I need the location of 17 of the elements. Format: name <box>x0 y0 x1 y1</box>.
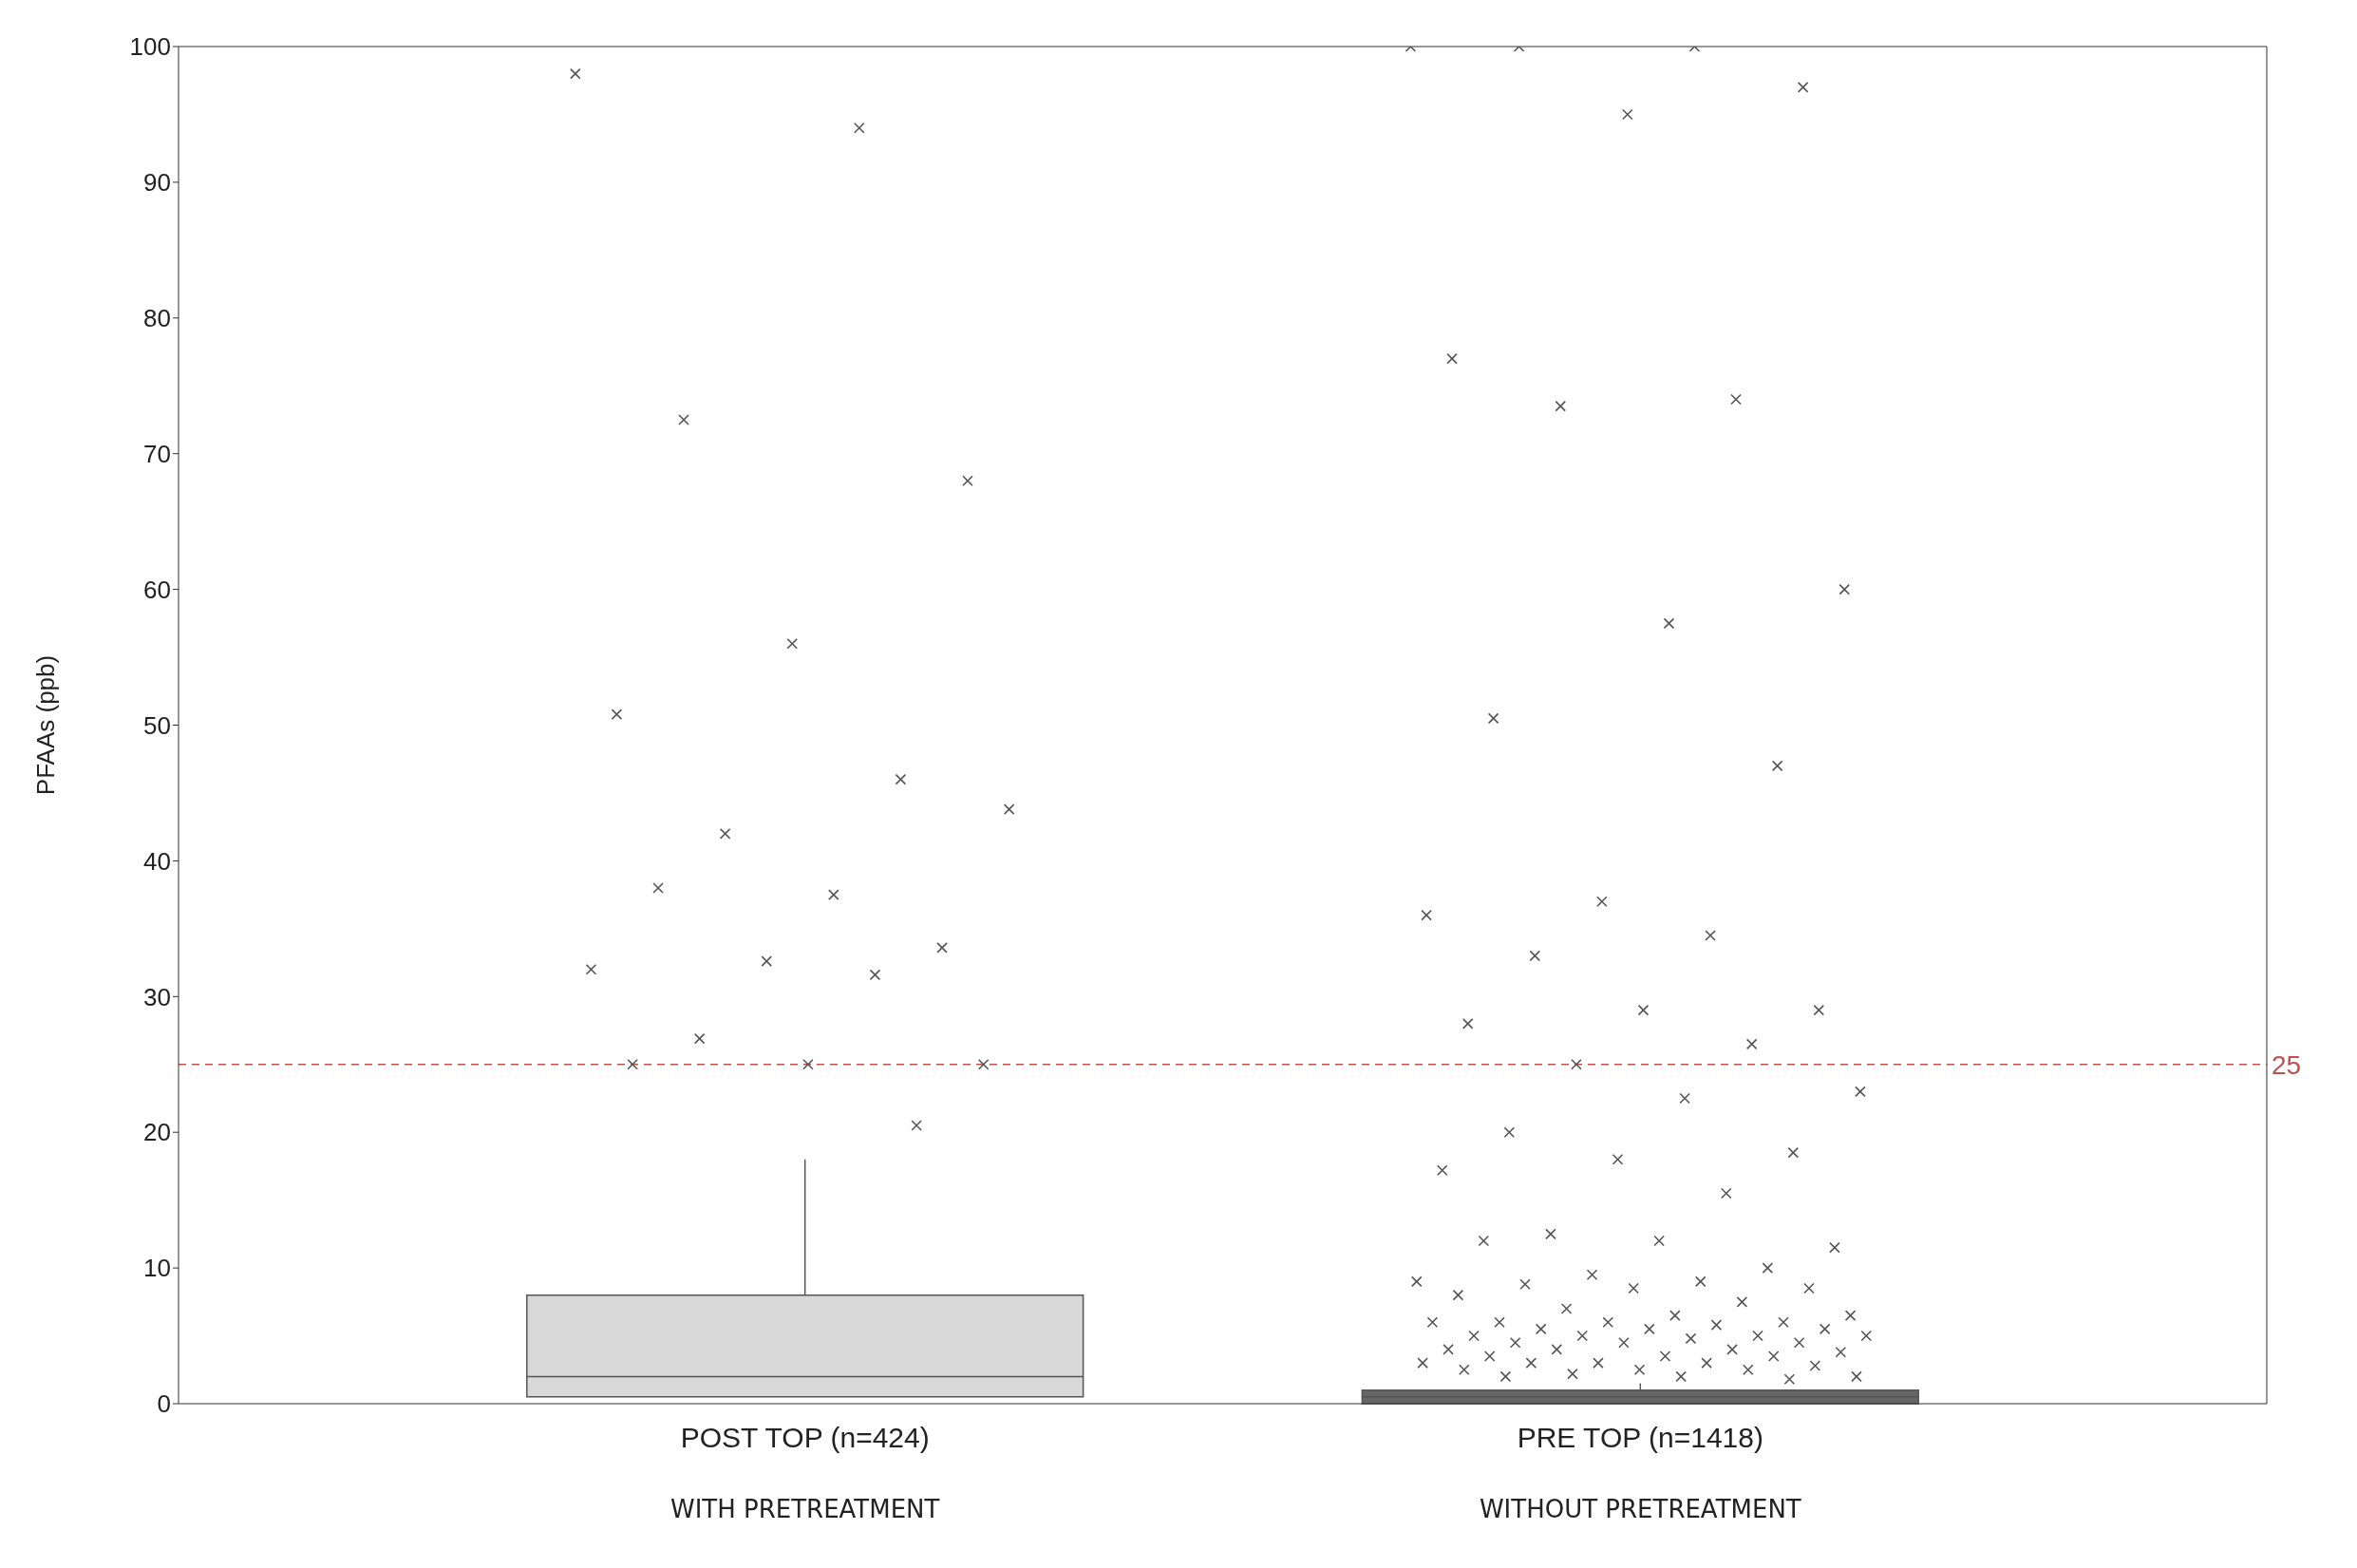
y-tick-label: 0 <box>157 1389 171 1419</box>
y-tick-label: 80 <box>143 304 171 333</box>
y-axis-title: PFAAs (ppb) <box>31 654 61 796</box>
y-tick-label: 100 <box>129 32 171 62</box>
y-tick-label: 10 <box>143 1254 171 1283</box>
x-tick-label: PRE TOP (n=1418) <box>1517 1422 1763 1453</box>
y-tick-label: 60 <box>143 575 171 604</box>
ref-line-label: 25 <box>2272 1049 2302 1080</box>
y-tick-label: 50 <box>143 710 171 740</box>
y-tick-label: 30 <box>143 982 171 1011</box>
y-tick-label: 90 <box>143 168 171 198</box>
y-tick-label: 40 <box>143 846 171 876</box>
y-tick-label: 20 <box>143 1118 171 1147</box>
text: WITHOUT PRETREATMENT <box>1479 1495 1801 1523</box>
text: WITH PRETREATMENT <box>669 1495 940 1523</box>
y-tick-label: 70 <box>143 439 171 468</box>
x-tick-label: POST TOP (n=424) <box>680 1422 930 1453</box>
